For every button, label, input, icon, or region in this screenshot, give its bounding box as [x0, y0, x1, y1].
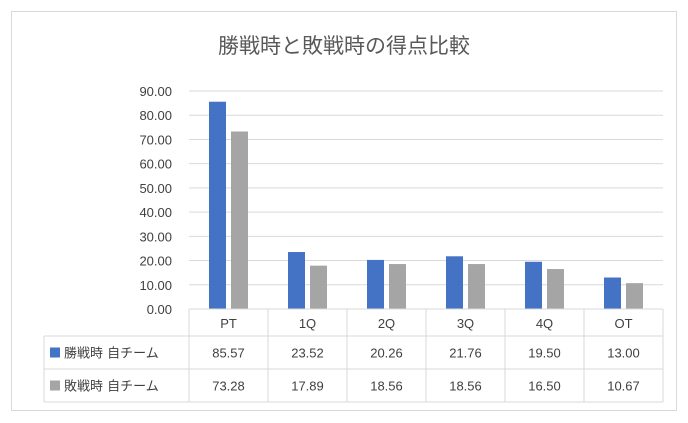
y-tick-label: 0.00 [147, 302, 172, 317]
x-tick-label: 2Q [378, 316, 395, 331]
bars [209, 101, 643, 310]
legend-label: 勝戦時 自チーム [64, 347, 159, 362]
gridlines [189, 90, 663, 286]
x-tick-label: 4Q [536, 316, 553, 331]
y-tick-label: 60.00 [139, 157, 172, 172]
y-tick-label: 40.00 [139, 205, 172, 220]
y-tick-label: 10.00 [139, 278, 172, 293]
chart-title: 勝戦時と敗戦時の得点比較 [218, 34, 470, 58]
bar-loss-PT [231, 131, 248, 309]
bar-loss-3Q [468, 264, 485, 309]
bar-win-4Q [525, 261, 542, 309]
data-label: 21.76 [449, 346, 482, 361]
bar-win-1Q [288, 252, 305, 309]
chart-frame [11, 11, 677, 411]
bar-loss-OT [626, 283, 643, 309]
bar-win-3Q [446, 256, 463, 309]
x-tick-label: OT [614, 316, 632, 331]
bar-loss-2Q [389, 264, 406, 309]
data-table: PT 1Q 2Q 3Q 4Q OT 勝戦時 自チーム 85.57 23.52 20.26 21.76… [43, 308, 664, 403]
legend-swatch [50, 380, 60, 391]
bar-win-2Q [367, 259, 384, 309]
bar-loss-1Q [310, 265, 327, 309]
y-axis: 0.00 10.00 20.00 30.00 40.00 50.00 60.00 70.00 8… [139, 84, 172, 317]
y-tick-label: 80.00 [139, 108, 172, 123]
data-label: 73.28 [212, 379, 245, 394]
data-label: 13.00 [607, 346, 640, 361]
data-label: 16.50 [528, 379, 561, 394]
bar-loss-4Q [547, 269, 564, 309]
bar-win-PT [209, 101, 226, 310]
data-label: 23.52 [291, 346, 324, 361]
data-label: 17.89 [291, 379, 324, 394]
data-label: 85.57 [212, 346, 245, 361]
y-tick-label: 90.00 [139, 84, 172, 99]
data-label: 18.56 [449, 379, 482, 394]
y-tick-label: 50.00 [139, 181, 172, 196]
data-label: 10.67 [607, 379, 640, 394]
data-label: 20.26 [370, 346, 403, 361]
legend-label: 敗戦時 自チーム [64, 380, 159, 395]
x-tick-label: 3Q [457, 316, 474, 331]
y-tick-label: 20.00 [139, 254, 172, 269]
y-tick-label: 30.00 [139, 229, 172, 244]
bar-win-OT [604, 277, 621, 309]
data-label: 18.56 [370, 379, 403, 394]
x-tick-label: PT [220, 316, 237, 331]
data-label: 19.50 [528, 346, 561, 361]
x-tick-label: 1Q [299, 316, 316, 331]
legend-swatch [50, 347, 60, 358]
y-tick-label: 70.00 [139, 132, 172, 147]
